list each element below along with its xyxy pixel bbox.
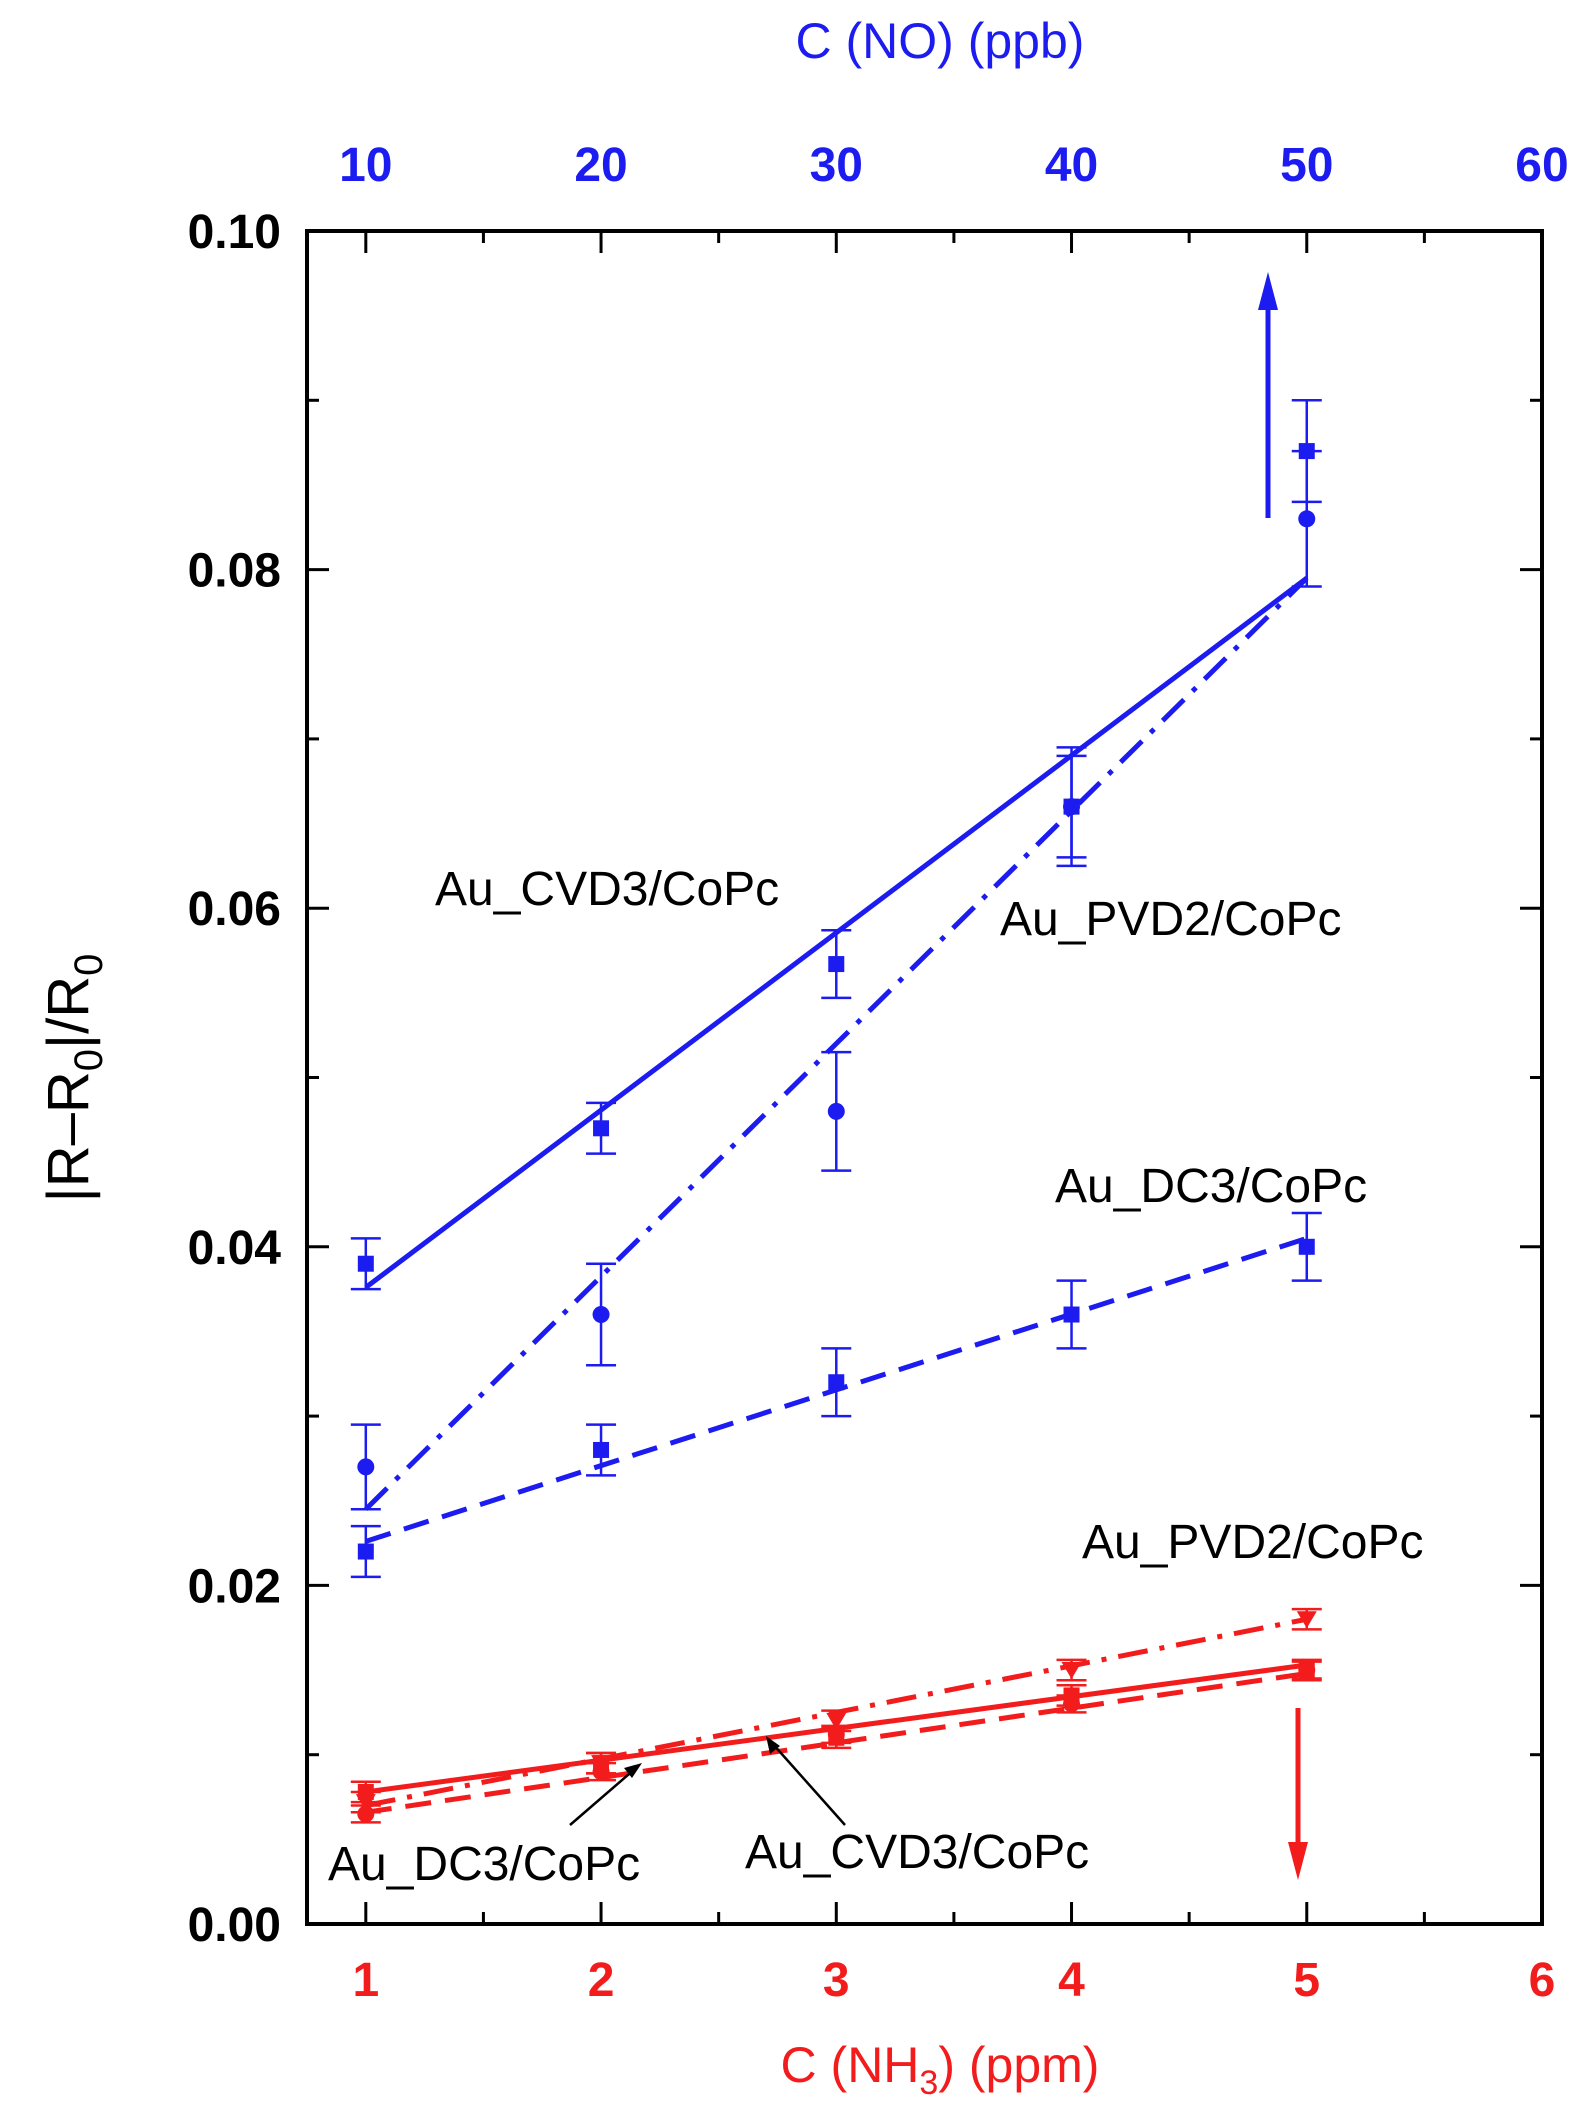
y-axis-title: |R–R0|/R0 bbox=[36, 954, 111, 1203]
data-point-circle bbox=[827, 1725, 845, 1743]
data-markers bbox=[355, 443, 1317, 1823]
data-point-circle bbox=[1298, 510, 1316, 528]
data-point-triangle bbox=[1296, 1611, 1317, 1629]
x-top-tick-label: 50 bbox=[1280, 139, 1333, 192]
y-tick-label: 0.08 bbox=[188, 545, 281, 598]
axis-ticks bbox=[307, 229, 1544, 1926]
data-point-square bbox=[593, 1120, 610, 1137]
data-point-circle bbox=[357, 1805, 375, 1823]
x-top-axis-title: C (NO) (ppb) bbox=[796, 13, 1085, 69]
x-top-tick-label: 30 bbox=[810, 139, 863, 192]
data-point-circle bbox=[592, 1763, 610, 1781]
data-point-square bbox=[1063, 1306, 1080, 1323]
data-point-square bbox=[357, 1543, 374, 1560]
x-bottom-tick-label: 1 bbox=[352, 1954, 379, 2007]
x-bottom-tick-label: 2 bbox=[588, 1954, 615, 2007]
x-bottom-axis-title: C (NH3) (ppm) bbox=[781, 2037, 1100, 2102]
data-point-square bbox=[1298, 1238, 1315, 1255]
data-point-circle bbox=[1298, 1661, 1316, 1679]
x-bottom-tick-label: 4 bbox=[1058, 1954, 1085, 2007]
x-top-tick-label: 10 bbox=[339, 139, 392, 192]
data-point-circle bbox=[1063, 1695, 1081, 1713]
pointer-arrow-cvd3-icon bbox=[766, 1736, 846, 1826]
annotation-pvd2-no: Au_PVD2/CoPc bbox=[1000, 893, 1342, 946]
fit-line-series-1 bbox=[364, 576, 1309, 1511]
x-bottom-tick-label: 5 bbox=[1293, 1954, 1320, 2007]
data-point-triangle bbox=[1061, 1662, 1082, 1680]
data-point-square bbox=[828, 956, 845, 973]
pointer-arrow-dc3-icon bbox=[569, 1763, 642, 1826]
arrow-up-no-icon bbox=[1258, 272, 1278, 518]
data-point-circle bbox=[827, 1102, 845, 1120]
x-top-tick-label: 20 bbox=[574, 139, 627, 192]
x-top-tick-label: 40 bbox=[1045, 139, 1098, 192]
data-point-square bbox=[1298, 443, 1315, 460]
annotation-cvd3-nh3: Au_CVD3/CoPc bbox=[745, 1826, 1089, 1879]
annotation-dc3-no: Au_DC3/CoPc bbox=[1055, 1160, 1367, 1213]
y-tick-label: 0.04 bbox=[188, 1222, 282, 1275]
annotation-dc3-nh3: Au_DC3/CoPc bbox=[328, 1838, 640, 1891]
y-tick-label: 0.10 bbox=[188, 206, 281, 259]
y-tick-label: 0.00 bbox=[188, 1899, 281, 1952]
data-point-triangle bbox=[826, 1712, 847, 1730]
arrow-down-nh3-icon bbox=[1288, 1708, 1308, 1880]
x-bottom-tick-label: 3 bbox=[823, 1954, 850, 2007]
plot-frame bbox=[305, 229, 1544, 1926]
data-point-triangle bbox=[355, 1794, 376, 1812]
x-bottom-tick-label: 6 bbox=[1529, 1954, 1556, 2007]
data-point-circle bbox=[1063, 798, 1081, 816]
data-point-circle bbox=[357, 1458, 375, 1476]
data-point-square bbox=[593, 1441, 610, 1458]
data-point-square bbox=[828, 1374, 845, 1391]
tick-labels: 1 2 3 4 5 6 10 20 30 40 50 60 0.00 0.02 0.04 0.06 0.08 0.… bbox=[188, 139, 1569, 2007]
annotation-pvd2-nh3: Au_PVD2/CoPc bbox=[1082, 1516, 1424, 1569]
x-top-tick-label: 60 bbox=[1515, 139, 1568, 192]
y-tick-label: 0.06 bbox=[188, 883, 281, 936]
annotation-cvd3-no: Au_CVD3/CoPc bbox=[435, 863, 779, 916]
data-point-circle bbox=[592, 1306, 610, 1324]
y-tick-label: 0.02 bbox=[188, 1560, 281, 1613]
data-point-square bbox=[357, 1255, 374, 1272]
